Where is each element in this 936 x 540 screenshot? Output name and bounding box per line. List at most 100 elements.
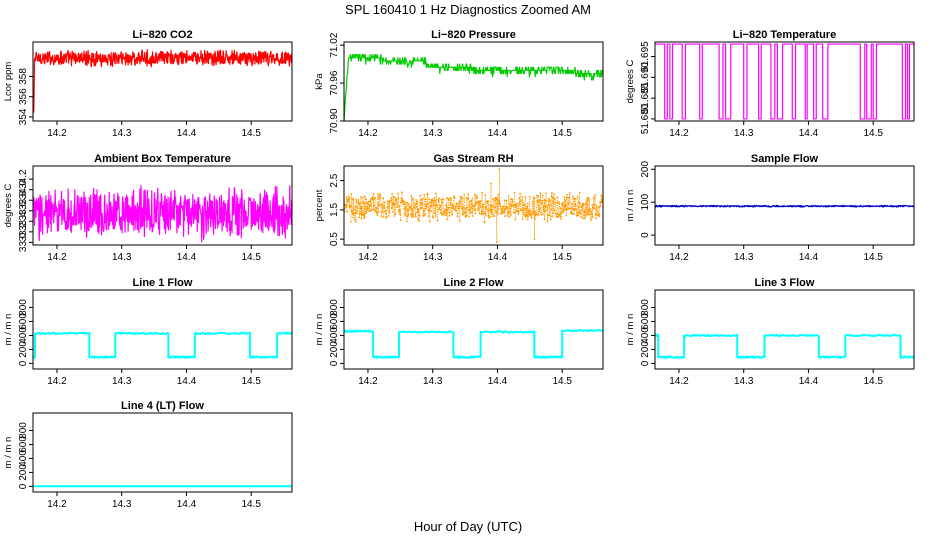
data-point [450, 211, 452, 214]
data-point [539, 192, 542, 195]
data-point [473, 209, 476, 211]
panel-6: Sample Flow m / m n 14.2 14.3 14.4 14.5 0 100 20… [625, 153, 915, 263]
data-point [467, 210, 470, 212]
panel-title: Ambient Box Temperature [94, 153, 231, 165]
data-point [421, 203, 424, 206]
data-point [352, 216, 355, 219]
data-point [464, 207, 467, 210]
data-point [427, 215, 430, 218]
data-point [526, 202, 529, 205]
data-point [549, 218, 552, 221]
data-point [423, 193, 426, 196]
data-point [583, 210, 586, 213]
data-point [433, 204, 435, 207]
x-tick-label: 14.4 [177, 499, 197, 510]
data-point [487, 214, 490, 217]
data-point [597, 206, 600, 209]
data-point [551, 192, 553, 194]
y-tick-label: 354 [18, 108, 29, 125]
data-point [543, 218, 546, 221]
data-point [491, 213, 494, 216]
data-point [393, 215, 396, 217]
data-point [443, 213, 445, 216]
data-point [385, 215, 388, 218]
data-point [496, 196, 499, 199]
data-point [578, 191, 581, 194]
data-point [451, 203, 454, 206]
y-tick-label: 600 [18, 313, 29, 330]
data-point [444, 214, 447, 217]
data-point [590, 210, 593, 213]
series-line [655, 333, 914, 359]
data-point [485, 206, 487, 209]
data-point [404, 201, 406, 203]
data-point [457, 204, 460, 207]
panel-7: Line 1 Flow m / m n 14.2 14.3 14.4 14.5 0 20040… [3, 277, 293, 387]
data-point [379, 196, 382, 199]
panel-9: Line 3 Flow m / m n 14.2 14.3 14.4 14.5 0 20040… [625, 277, 915, 387]
panel-1: Li−820 CO2 Lcor ppm 14.2 14.3 14.4 14.5 354 356… [3, 29, 293, 139]
data-point [397, 197, 400, 200]
data-point [530, 216, 533, 219]
y-tick-label: 0 [18, 360, 29, 366]
data-point [441, 214, 443, 216]
series-group [344, 54, 603, 121]
data-point [508, 216, 511, 218]
data-point [392, 195, 395, 198]
y-tick-label: 400 [18, 450, 29, 467]
y-tick-label: 33.2 [18, 222, 29, 242]
data-point [347, 195, 350, 198]
data-point [551, 215, 554, 218]
data-point [528, 209, 530, 212]
panel-title: Li−820 Pressure [431, 29, 516, 41]
data-point [550, 195, 553, 198]
data-point [405, 209, 408, 211]
data-point [534, 217, 536, 220]
data-point [429, 205, 432, 208]
data-point [353, 219, 356, 221]
data-point [401, 191, 403, 194]
data-point [386, 200, 389, 203]
y-tick-label: 33.8 [18, 190, 29, 210]
data-point [476, 202, 479, 204]
data-point [470, 199, 473, 202]
data-point [348, 197, 351, 199]
data-point [495, 198, 498, 201]
panel-title: Li−820 CO2 [132, 29, 192, 41]
data-point [548, 197, 550, 200]
y-tick-label: 400 [329, 327, 340, 344]
data-point [376, 214, 379, 217]
data-point [452, 206, 455, 209]
x-tick-label: 14.3 [112, 499, 132, 510]
data-point [546, 220, 549, 223]
panel-title: Line 1 Flow [133, 277, 193, 289]
data-point [508, 207, 510, 210]
x-tick-label: 14.2 [358, 128, 378, 139]
data-point [527, 215, 530, 218]
data-point [589, 217, 592, 220]
data-point [408, 208, 411, 211]
data-point [568, 192, 571, 194]
data-point [585, 215, 587, 217]
x-tick-label: 14.3 [423, 128, 443, 139]
data-point [594, 213, 597, 215]
data-point [396, 206, 399, 209]
data-point [569, 207, 572, 210]
data-point [396, 201, 399, 203]
figure-x-axis-label: Hour of Day (UTC) [414, 519, 522, 534]
data-point [518, 210, 520, 213]
data-point [564, 199, 567, 202]
x-tick-label: 14.3 [423, 252, 443, 263]
data-point [387, 206, 389, 209]
data-point [525, 207, 528, 210]
data-point [359, 207, 362, 210]
data-point [533, 238, 536, 241]
data-point [428, 220, 431, 223]
data-point [595, 208, 598, 211]
data-point [411, 214, 414, 216]
data-point [482, 206, 485, 208]
data-point [522, 201, 524, 204]
data-point [562, 210, 565, 213]
data-point [598, 213, 601, 216]
data-point [388, 211, 391, 214]
